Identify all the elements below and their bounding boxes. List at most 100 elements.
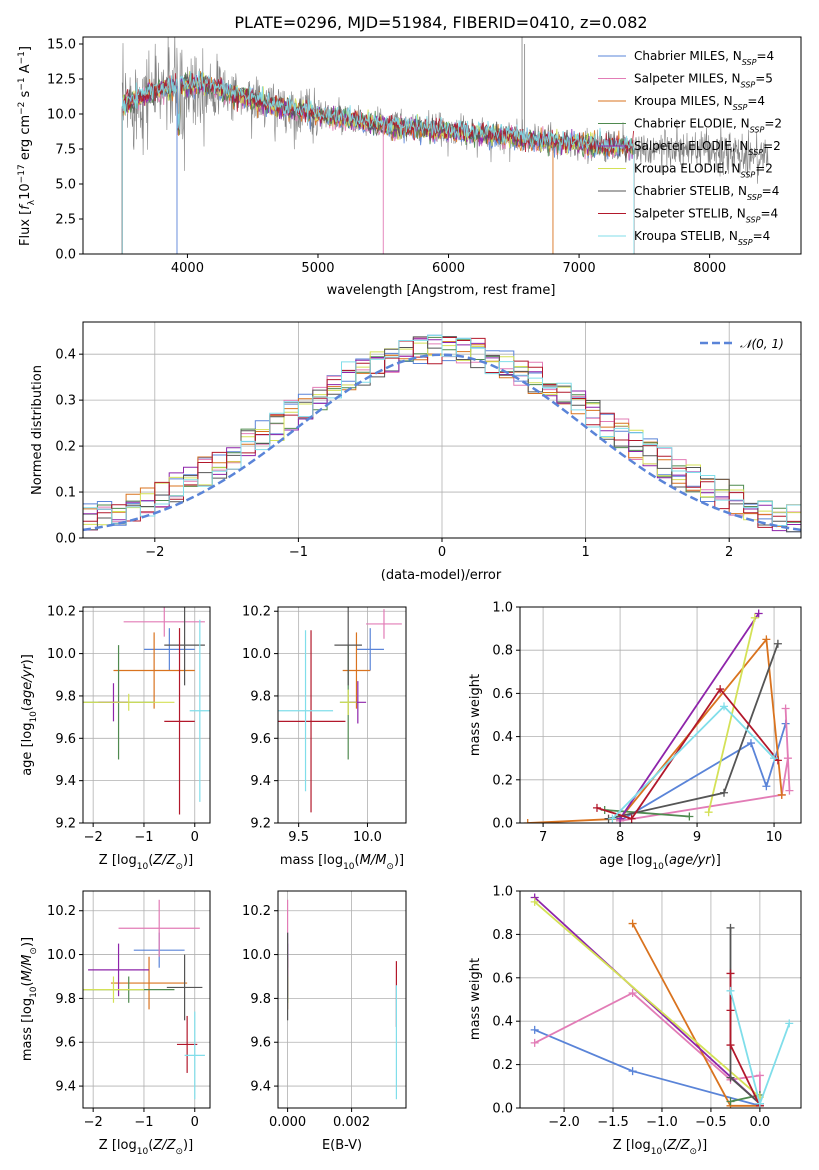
- legend-text: Chabrier ELODIE, N: [634, 117, 750, 131]
- x-tick-label: 9: [693, 830, 701, 845]
- x-axis-label: (data-model)/error: [381, 568, 502, 583]
- weight-marker: [762, 635, 771, 644]
- weight-series-9: [608, 702, 779, 823]
- weight-marker: [608, 814, 617, 823]
- y-tick-label: 10.0: [242, 948, 271, 963]
- plot-area: [121, 37, 769, 254]
- legend-text: =2: [755, 162, 773, 176]
- label-part: log: [117, 1138, 137, 1153]
- weight-marker: [628, 919, 637, 928]
- error-point-2: [123, 607, 205, 637]
- error-point-6: [83, 976, 144, 1003]
- axes-frame: [277, 606, 407, 824]
- x-axis-label: Z [log10(Z/Z⊙)]: [613, 1138, 707, 1157]
- figure-title: PLATE=0296, MJD=51984, FIBERID=0410, z=0…: [234, 13, 647, 32]
- label-part: )]: [183, 853, 193, 868]
- weight-marker: [726, 1073, 735, 1082]
- y-tick-label: 0.0: [55, 532, 76, 547]
- plot-area: [83, 607, 210, 815]
- label-part: Z/Z: [152, 1138, 176, 1153]
- weight-series-1: [530, 1025, 764, 1108]
- x-axis-label: E(B-V): [322, 1138, 362, 1153]
- label-part: )]: [183, 1138, 193, 1153]
- x-tick-label: 10.0: [353, 830, 382, 845]
- residuals-panel: −2 −1 0 1 2 0.0 0.1 0.2 0.3 0.4 𝒩(0, 1) (data-model…: [30, 321, 802, 583]
- label-part: Flux [: [18, 210, 33, 246]
- legend-text: Chabrier STELIB, N: [634, 184, 747, 198]
- label-part: −17: [17, 164, 27, 183]
- weight-series-5: [616, 609, 763, 823]
- weight-line: [608, 643, 779, 820]
- legend-label: Kroupa STELIB, NSSP=4: [634, 229, 770, 247]
- weight-marker: [777, 790, 786, 799]
- legend-text: =4: [760, 207, 778, 221]
- legend-label: 𝒩(0, 1): [740, 337, 784, 351]
- y-tick-label: 2.5: [55, 213, 76, 228]
- error-point-7: [334, 607, 362, 686]
- label-part: (: [664, 853, 669, 868]
- error-point-9: [184, 1011, 205, 1100]
- y-tick-label: 10.0: [47, 108, 76, 123]
- y-tick-label: 0.6: [492, 687, 513, 702]
- x-tick-label: −1.5: [597, 1115, 629, 1130]
- label-part: log: [633, 853, 653, 868]
- y-tick-label: 10.2: [242, 904, 271, 919]
- x-tick-label: 9.5: [288, 830, 309, 845]
- legend-text: =5: [755, 72, 773, 86]
- label-part: ⊙: [29, 947, 39, 955]
- y-tick-label: 0.4: [492, 1015, 513, 1030]
- legend-label: Kroupa ELODIE, NSSP=2: [634, 162, 773, 180]
- mass-vs-z-panel: −2 −1 09.49.69.810.010.2Z [log10(Z/Z⊙)]mas…: [20, 890, 211, 1157]
- axes-frame: [519, 606, 802, 824]
- legend-sub: SSP: [750, 125, 765, 134]
- label-part: (: [148, 1138, 153, 1153]
- histogram-9: [83, 334, 801, 526]
- legend-text: =2: [764, 117, 782, 131]
- label-part: )]: [711, 853, 721, 868]
- weight-marker: [726, 923, 735, 932]
- label-part: mass [: [20, 1018, 35, 1061]
- weight-marker: [773, 639, 782, 648]
- weight-marker: [750, 613, 759, 622]
- weight-marker: [720, 702, 729, 711]
- y-axis-label: Flux [fλ10−17 erg cm−2 s−1 A−1]: [17, 46, 37, 246]
- x-tick-label: 4000: [171, 261, 204, 276]
- weight-marker: [746, 739, 755, 748]
- y-tick-label: 0.6: [492, 971, 513, 986]
- error-point-5: [88, 943, 150, 997]
- weight-marker: [755, 1099, 764, 1108]
- weight-marker: [726, 986, 735, 995]
- label-part: log: [20, 998, 35, 1018]
- label-part: −2: [17, 102, 27, 115]
- weight-marker: [726, 969, 735, 978]
- label-part: )]: [20, 654, 35, 664]
- legend-text: Kroupa ELODIE, N: [634, 162, 741, 176]
- age-vs-z-panel: −2 −1 09.29.49.69.810.010.2Z [log10(Z/Z⊙)]…: [20, 605, 211, 872]
- axes-frame: [82, 890, 211, 1109]
- axes-frame: [82, 36, 802, 255]
- y-tick-label: 0.8: [492, 644, 513, 659]
- weight-series-9: [726, 986, 794, 1108]
- legend-sub: SSP: [733, 103, 748, 112]
- label-part: )]: [20, 937, 35, 947]
- y-tick-label: 0.4: [492, 730, 513, 745]
- y-tick-label: 9.8: [250, 992, 271, 1007]
- label-part: age/yr: [20, 663, 35, 706]
- x-axis-label: wavelength [Angstrom, rest frame]: [327, 283, 556, 298]
- plot-area: [287, 899, 397, 1100]
- y-tick-label: 0.8: [492, 928, 513, 943]
- label-part: (: [20, 706, 35, 711]
- label-part: log: [20, 723, 35, 743]
- y-tick-label: 9.6: [250, 1036, 271, 1051]
- model-fit-7: [121, 72, 635, 163]
- x-tick-label: 6000: [432, 261, 465, 276]
- plot-area: [278, 607, 402, 813]
- error-point-7: [166, 954, 203, 1021]
- legend-label: Salpeter MILES, NSSP=5: [634, 72, 773, 90]
- label-part: ⊙: [175, 1147, 183, 1157]
- x-tick-label: 7: [539, 830, 547, 845]
- x-tick-label: 0: [191, 830, 199, 845]
- legend-text: =4: [756, 49, 774, 63]
- y-tick-label: 12.5: [47, 73, 76, 88]
- error-point-3: [342, 632, 371, 709]
